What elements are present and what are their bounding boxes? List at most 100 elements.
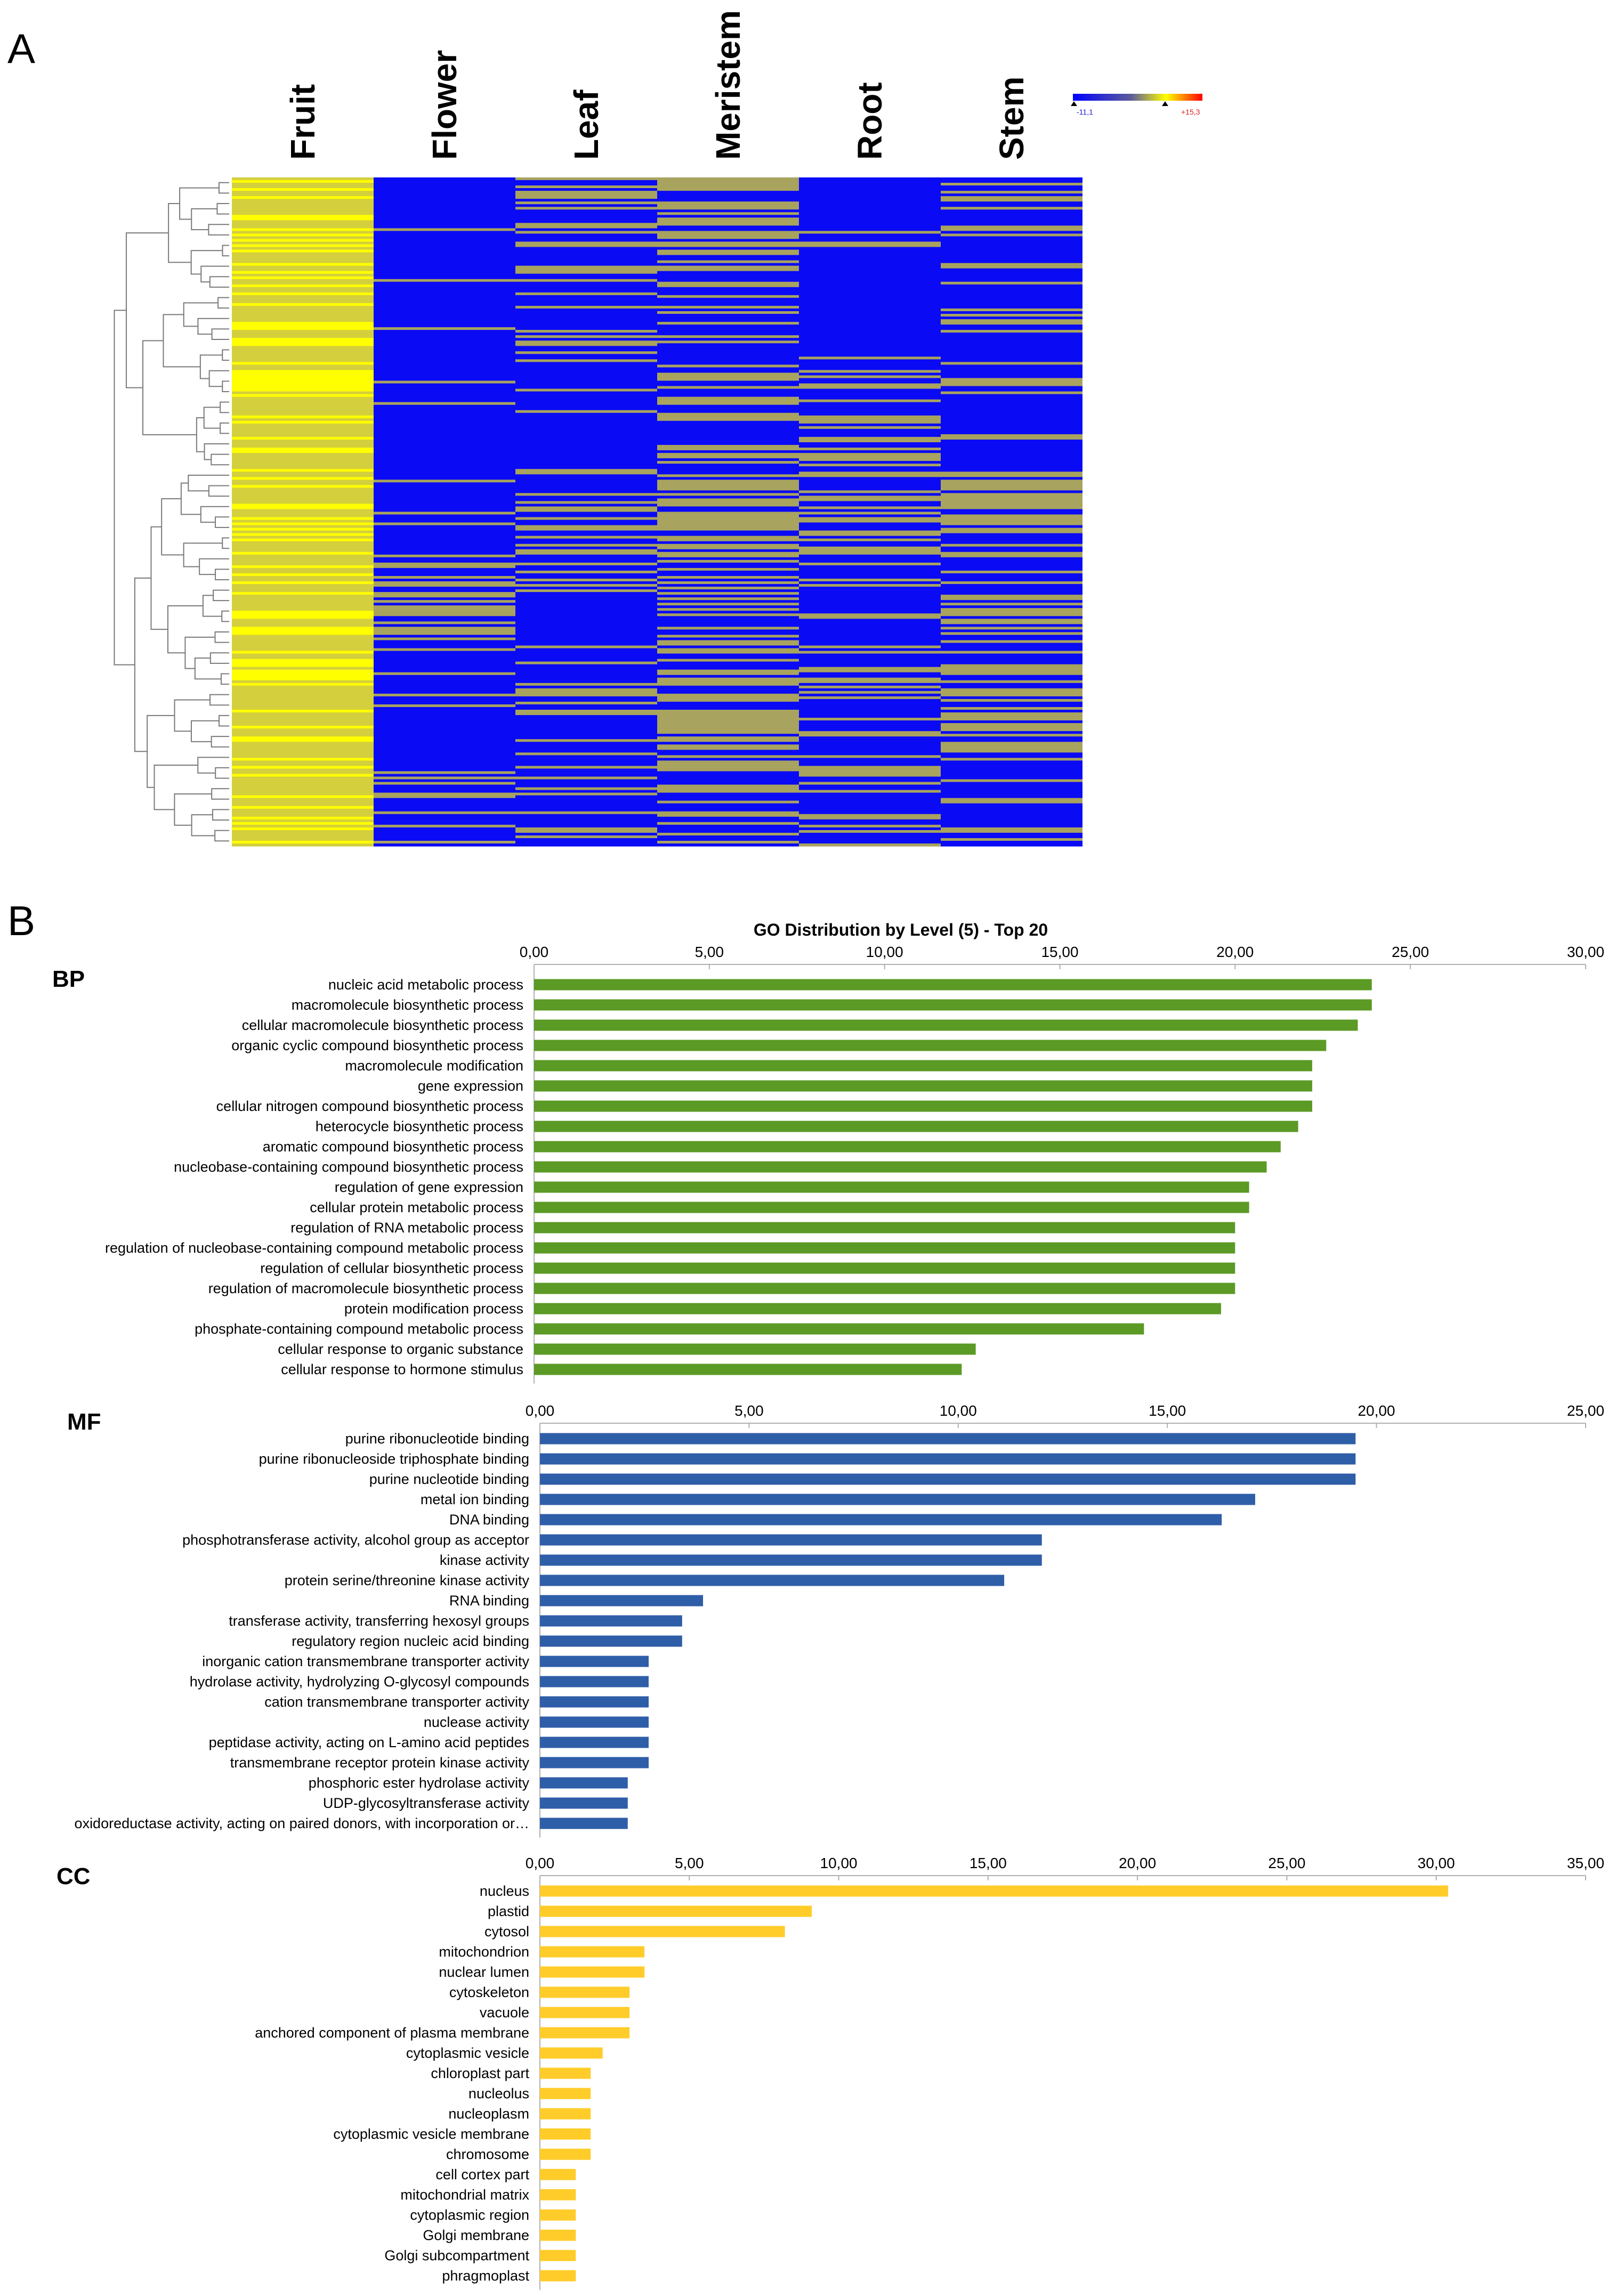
mf-category-label: nuclease activity: [424, 1714, 530, 1730]
mf-bar: [540, 1757, 649, 1768]
heatmap-cell: [941, 538, 1082, 542]
heatmap-cell: [657, 784, 799, 788]
heatmap-cell: [232, 533, 374, 537]
heatmap-cell: [657, 589, 799, 593]
heatmap-cell: [515, 404, 657, 408]
heatmap-cell: [232, 287, 374, 290]
panel-label-a: A: [7, 25, 35, 72]
heatmap-cell: [799, 322, 941, 325]
heatmap-cell: [232, 843, 374, 847]
heatmap-cell: [374, 399, 515, 403]
heatmap-cell: [374, 314, 515, 317]
heatmap-cell: [232, 332, 374, 336]
heatmap-cell: [232, 637, 374, 641]
heatmap-cell: [232, 255, 374, 258]
heatmap-cell: [657, 840, 799, 844]
heatmap-cell: [657, 742, 799, 745]
heatmap-cell: [374, 739, 515, 742]
cc-category-label: cytoplasmic vesicle: [406, 2045, 529, 2061]
heatmap-cell: [515, 557, 657, 561]
heatmap-cell: [941, 490, 1082, 493]
heatmap-cell: [232, 265, 374, 269]
heatmap-cell: [799, 466, 941, 469]
heatmap-cell: [374, 456, 515, 459]
heatmap-cell: [799, 297, 941, 301]
mf-category-label: transmembrane receptor protein kinase ac…: [230, 1755, 530, 1771]
heatmap-cell: [657, 241, 799, 245]
bp-category-label: macromolecule biosynthetic process: [292, 997, 523, 1013]
heatmap-cell: [232, 268, 374, 272]
cc-bar: [540, 2270, 576, 2282]
heatmap-cell: [657, 426, 799, 429]
heatmap-cell: [515, 747, 657, 750]
heatmap-cell: [374, 651, 515, 654]
heatmap-cell: [232, 640, 374, 644]
heatmap-cell: [657, 522, 799, 526]
heatmap-cell: [374, 236, 515, 240]
heatmap-cell: [941, 514, 1082, 518]
heatmap-cell: [799, 715, 941, 718]
heatmap-cell: [941, 239, 1082, 242]
heatmap-cell: [232, 257, 374, 261]
heatmap-cell: [515, 541, 657, 545]
heatmap-cell: [374, 498, 515, 502]
heatmap-cell: [374, 196, 515, 199]
heatmap-cell: [515, 675, 657, 678]
heatmap-cell: [515, 546, 657, 550]
heatmap-cell: [374, 461, 515, 464]
heatmap-cell: [515, 800, 657, 804]
heatmap-cell: [515, 177, 657, 181]
heatmap-cell: [515, 391, 657, 395]
heatmap-cell: [799, 768, 941, 772]
bp-bar: [534, 1181, 1249, 1193]
heatmap-cell: [374, 611, 515, 614]
heatmap-cell: [232, 517, 374, 521]
heatmap-cell: [515, 573, 657, 577]
heatmap-cell: [941, 359, 1082, 362]
heatmap-cell: [232, 677, 374, 681]
heatmap-cell: [515, 241, 657, 245]
heatmap-cell: [657, 212, 799, 215]
heatmap-cell: [941, 546, 1082, 550]
heatmap-cell: [374, 819, 515, 823]
dendrogram-branch: [211, 453, 229, 466]
dendrogram-branch: [222, 380, 229, 392]
heatmap-cell: [657, 501, 799, 505]
bp-chart: 0,00 5,00 10,00 15,00 20,00 25,00 30,00nucleic…: [105, 944, 1604, 1384]
cc-bar: [540, 2108, 591, 2120]
heatmap-cell: [374, 755, 515, 758]
bp-bar: [534, 1343, 976, 1355]
heatmap-cell: [374, 458, 515, 461]
heatmap-cell: [515, 354, 657, 357]
heatmap-cell: [941, 605, 1082, 609]
heatmap-cell: [232, 798, 374, 801]
heatmap-cell: [374, 696, 515, 700]
heatmap-cell: [657, 782, 799, 785]
heatmap-cell: [232, 183, 374, 186]
heatmap-cell: [232, 608, 374, 611]
dendrogram-branch: [197, 757, 229, 774]
heatmap-cell: [941, 391, 1082, 395]
heatmap-cell: [941, 289, 1082, 293]
heatmap-cell: [515, 458, 657, 461]
heatmap-cell: [374, 575, 515, 579]
heatmap-cell: [515, 493, 657, 496]
dendrogram-branch: [191, 814, 215, 837]
heatmap-cell: [657, 629, 799, 632]
heatmap-cell: [515, 691, 657, 694]
heatmap-cell: [799, 445, 941, 448]
heatmap-cell: [515, 236, 657, 240]
heatmap-cell: [799, 760, 941, 764]
dendrogram-branch: [197, 318, 229, 335]
heatmap-cell: [374, 324, 515, 328]
heatmap-cell: [799, 736, 941, 740]
heatmap-cell: [232, 800, 374, 804]
heatmap-cell: [374, 597, 515, 601]
heatmap-cell: [515, 688, 657, 692]
heatmap-cell: [515, 824, 657, 828]
heatmap-cell: [374, 693, 515, 697]
heatmap-cell: [232, 661, 374, 665]
heatmap-cell: [232, 790, 374, 793]
dendrogram-branch: [215, 767, 229, 779]
